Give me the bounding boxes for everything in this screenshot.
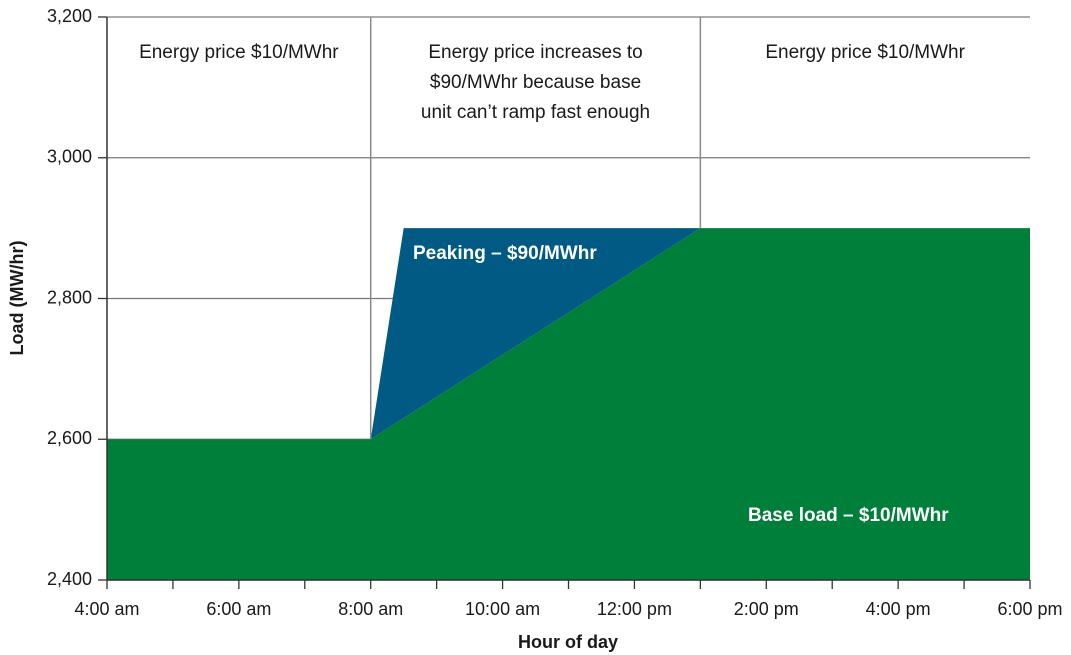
x-tick-label: 6:00 am: [206, 599, 271, 619]
area-label: Peaking – $90/MWhr: [413, 243, 597, 264]
area-label: Base load – $10/MWhr: [748, 505, 949, 526]
y-axis-title: Load (MW/hr): [7, 241, 27, 356]
region-label: unit can’t ramp fast enough: [421, 102, 650, 123]
x-tick-label: 10:00 am: [465, 599, 540, 619]
y-tick-label: 2,600: [47, 428, 92, 448]
x-tick-label: 8:00 am: [338, 599, 403, 619]
area: [107, 228, 1030, 580]
y-tick-label: 2,800: [47, 287, 92, 307]
x-axis-title: Hour of day: [518, 632, 618, 652]
x-tick-label: 12:00 pm: [597, 599, 672, 619]
x-tick-label: 2:00 pm: [734, 599, 799, 619]
y-tick-label: 3,200: [47, 6, 92, 26]
region-label: Energy price increases to: [428, 42, 642, 63]
x-tick-label: 4:00 pm: [866, 599, 931, 619]
region-label: Energy price $10/MWhr: [139, 42, 339, 63]
region-label: Energy price $10/MWhr: [765, 42, 965, 63]
x-tick-label: 4:00 am: [74, 599, 139, 619]
area: [107, 228, 1030, 440]
region-label: $90/MWhr because base: [430, 72, 641, 93]
y-tick-label: 3,000: [47, 147, 92, 167]
x-tick-label: 6:00 pm: [997, 599, 1062, 619]
y-tick-label: 2,400: [47, 569, 92, 589]
